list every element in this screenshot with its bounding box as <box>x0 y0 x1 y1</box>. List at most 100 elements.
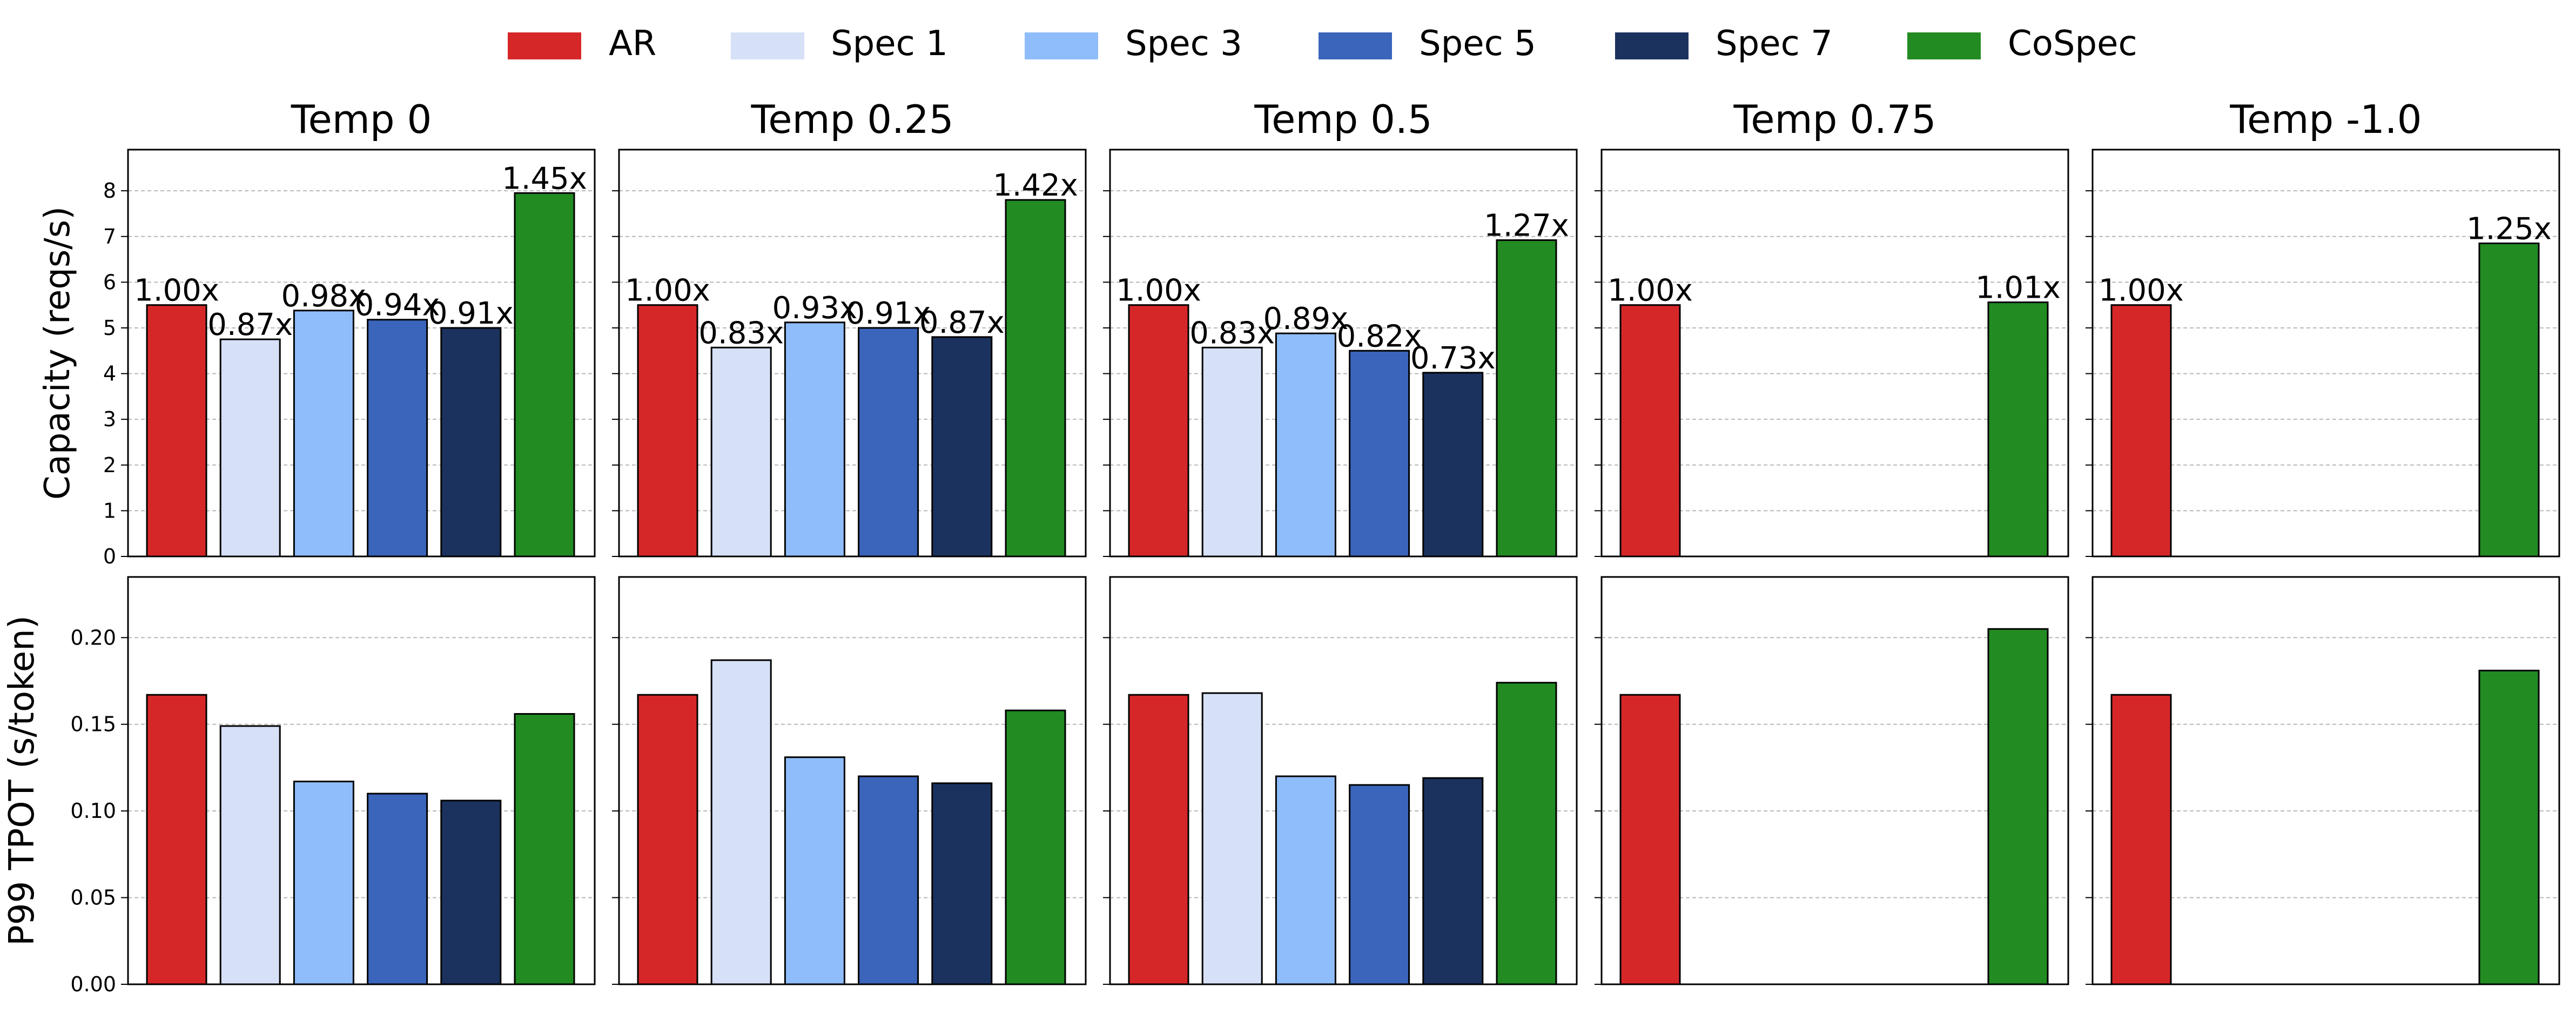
legend-label: Spec 3 <box>1125 24 1242 64</box>
bar-value-label: 0.94x <box>355 288 440 323</box>
bar <box>931 782 993 985</box>
bar <box>2110 694 2172 985</box>
bar <box>219 338 281 558</box>
panel: Temp -1.0 1.00x 1.25x <box>2086 97 2560 985</box>
legend-item: Spec 5 <box>1319 24 1536 64</box>
y-tick-label: 0.00 <box>70 972 116 996</box>
bar-value-label: 0.83x <box>698 315 784 351</box>
legend: AR Spec 1 Spec 3 Spec 5 Spec 7 CoSpec <box>508 24 2137 64</box>
tpot-subplot <box>612 576 1087 985</box>
bar-value-label: 0.98x <box>281 279 366 314</box>
bar <box>293 310 354 558</box>
bar <box>1987 628 2049 985</box>
bar <box>710 659 772 985</box>
bar-value-label: 0.87x <box>207 307 293 343</box>
bar <box>440 327 502 558</box>
bar <box>1619 694 1681 985</box>
legend-swatch <box>1907 32 1981 59</box>
panel-title: Temp -1.0 <box>2229 97 2422 142</box>
legend-swatch <box>1025 32 1098 59</box>
capacity-subplot: 1.00x 1.01x <box>1595 149 2069 558</box>
bar <box>1349 784 1410 985</box>
panel-title: Temp 0.5 <box>1254 97 1432 142</box>
legend-swatch <box>1319 32 1392 59</box>
legend-label: CoSpec <box>2008 24 2137 64</box>
bar <box>784 756 845 985</box>
capacity-subplot: 1.00x 1.25x <box>2086 149 2560 558</box>
bar <box>637 304 698 558</box>
bar-value-label: 1.45x <box>502 161 587 196</box>
bar <box>293 781 354 985</box>
bar-value-label: 1.01x <box>1975 271 2061 306</box>
tpot-subplot <box>1103 576 1578 985</box>
bar <box>2478 242 2540 558</box>
bar <box>1275 332 1336 558</box>
bar <box>858 327 919 558</box>
plot-frame <box>1109 576 1578 985</box>
bar-value-label: 1.00x <box>625 273 710 308</box>
bar <box>1275 775 1336 985</box>
bar <box>1422 372 1484 558</box>
y-tick-label: 0.05 <box>70 886 116 910</box>
plot-frame <box>127 576 596 985</box>
bar-value-label: 0.91x <box>428 296 514 331</box>
y-tick-label: 8 <box>103 179 116 203</box>
y-tick-label: 1 <box>103 499 116 522</box>
bar <box>514 713 575 985</box>
bar <box>1496 239 1557 558</box>
legend-label: Spec 1 <box>831 24 948 64</box>
bar-value-label: 0.93x <box>772 291 857 326</box>
bar-value-label: 0.83x <box>1189 315 1275 351</box>
bar <box>1128 304 1189 558</box>
bar <box>1987 301 2049 558</box>
bar-value-label: 1.00x <box>2099 273 2184 308</box>
panel-title: Temp 0.25 <box>750 97 953 142</box>
bar <box>367 793 428 985</box>
plot-frame <box>1109 149 1578 558</box>
plot-frame <box>2091 576 2560 985</box>
bar-value-label: 1.25x <box>2466 211 2552 246</box>
legend-item: Spec 3 <box>1025 24 1242 64</box>
bar <box>858 775 919 985</box>
panel: Temp 0 0 1 2 3 4 5 6 7 8 Capacity (reqs/s) 1.00x0.8… <box>2 97 596 996</box>
y-tick-label: 0.15 <box>70 713 116 736</box>
legend-item: AR <box>508 24 656 64</box>
legend-swatch <box>508 32 581 59</box>
bar-value-label: 1.42x <box>993 168 1078 203</box>
capacity-subplot: 0 1 2 3 4 5 6 7 8 Capacity (reqs/s) 1.00x0.87x0.98… <box>38 149 596 568</box>
bar-value-label: 0.73x <box>1410 341 1496 376</box>
bar-value-label: 0.87x <box>919 305 1005 340</box>
y-tick-label: 5 <box>103 316 116 340</box>
bar <box>146 304 207 558</box>
legend-label: Spec 7 <box>1716 24 1833 64</box>
legend-label: AR <box>609 24 656 64</box>
bar <box>2110 304 2172 558</box>
bar <box>784 321 845 558</box>
legend-label: Spec 5 <box>1419 24 1536 64</box>
bar <box>440 800 502 985</box>
tpot-subplot <box>2086 576 2560 985</box>
plot-frame <box>1600 576 2069 985</box>
plot-frame <box>618 149 1087 558</box>
bar-value-label: 1.27x <box>1484 209 1569 244</box>
bar-value-label: 0.89x <box>1263 301 1348 337</box>
panel: Temp 0.75 1.00x 1.01x <box>1595 97 2069 985</box>
bar <box>1422 777 1484 985</box>
bar <box>367 319 428 558</box>
bar <box>1201 346 1263 558</box>
y-tick-label: 0 <box>103 545 116 568</box>
plot-frame <box>2091 149 2560 558</box>
y-axis-label: Capacity (reqs/s) <box>38 206 78 500</box>
bar <box>514 192 575 558</box>
bar <box>1005 709 1066 985</box>
plot-frame <box>1600 149 2069 558</box>
bar <box>2478 669 2540 985</box>
bar-value-label: 0.91x <box>846 296 931 331</box>
bar <box>146 694 207 985</box>
bar <box>1349 350 1410 558</box>
bar-value-label: 1.00x <box>134 273 219 308</box>
